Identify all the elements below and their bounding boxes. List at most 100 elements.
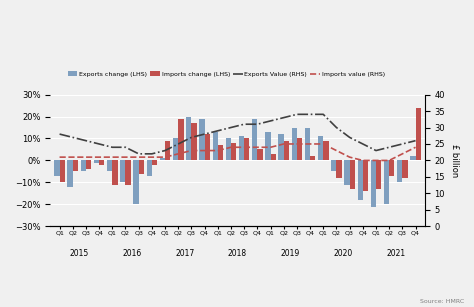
Exports Value (RHS) (215, 129, 220, 133)
Legend: Exports change (LHS), Imports change (LHS), Exports Value (RHS), Imports value (: Exports change (LHS), Imports change (LH… (65, 69, 387, 79)
Bar (284, 141, 289, 161)
Imports value (RHS) (175, 152, 181, 156)
Imports value (RHS) (149, 155, 155, 159)
Bar (318, 136, 323, 161)
Bar (297, 138, 302, 161)
Exports Value (RHS) (123, 146, 128, 149)
Exports Value (RHS) (189, 136, 194, 139)
Bar (133, 161, 139, 204)
Exports Value (RHS) (136, 152, 142, 156)
Imports value (RHS) (70, 155, 76, 159)
Exports Value (RHS) (413, 139, 419, 142)
Bar (226, 138, 231, 161)
Bar (271, 154, 276, 161)
Bar (310, 156, 315, 161)
Bar (139, 161, 144, 173)
Bar (265, 132, 271, 161)
Bar (389, 161, 394, 176)
Bar (252, 119, 257, 161)
Imports value (RHS) (307, 142, 313, 146)
Exports Value (RHS) (347, 136, 353, 139)
Imports value (RHS) (268, 146, 273, 149)
Bar (305, 127, 310, 161)
Exports Value (RHS) (175, 142, 181, 146)
Bar (107, 161, 112, 171)
Imports value (RHS) (202, 149, 208, 152)
Exports Value (RHS) (162, 149, 168, 152)
Bar (257, 150, 263, 161)
Bar (357, 161, 363, 200)
Bar (146, 161, 152, 176)
Text: 2016: 2016 (122, 249, 142, 258)
Bar (55, 161, 60, 176)
Exports Value (RHS) (400, 142, 405, 146)
Bar (112, 161, 118, 185)
Imports value (RHS) (281, 142, 287, 146)
Bar (376, 161, 381, 189)
Exports Value (RHS) (360, 142, 365, 146)
Bar (363, 161, 368, 191)
Imports value (RHS) (241, 146, 247, 149)
Bar (126, 161, 131, 185)
Bar (73, 161, 78, 171)
Imports value (RHS) (320, 142, 326, 146)
Bar (173, 138, 178, 161)
Exports Value (RHS) (57, 132, 63, 136)
Bar (371, 161, 376, 207)
Bar (239, 136, 244, 161)
Bar (218, 145, 223, 161)
Bar (410, 156, 416, 161)
Bar (94, 161, 99, 163)
Bar (244, 138, 249, 161)
Exports Value (RHS) (386, 146, 392, 149)
Imports value (RHS) (109, 155, 115, 159)
Line: Imports value (RHS): Imports value (RHS) (60, 144, 416, 161)
Bar (212, 132, 218, 161)
Imports value (RHS) (413, 146, 419, 149)
Bar (200, 119, 205, 161)
Exports Value (RHS) (202, 132, 208, 136)
Bar (397, 161, 402, 182)
Exports Value (RHS) (268, 119, 273, 123)
Imports value (RHS) (400, 152, 405, 156)
Imports value (RHS) (294, 142, 300, 146)
Imports value (RHS) (334, 149, 339, 152)
Text: 2015: 2015 (70, 249, 89, 258)
Bar (120, 161, 126, 182)
Exports Value (RHS) (96, 142, 102, 146)
Imports value (RHS) (373, 159, 379, 162)
Exports Value (RHS) (320, 112, 326, 116)
Exports Value (RHS) (149, 152, 155, 156)
Imports value (RHS) (228, 146, 234, 149)
Bar (292, 127, 297, 161)
Bar (337, 161, 342, 178)
Exports Value (RHS) (109, 146, 115, 149)
Imports value (RHS) (189, 149, 194, 152)
Imports value (RHS) (162, 155, 168, 159)
Imports value (RHS) (347, 155, 353, 159)
Bar (331, 161, 337, 171)
Bar (205, 134, 210, 161)
Bar (323, 141, 328, 161)
Bar (60, 161, 65, 182)
Imports value (RHS) (96, 155, 102, 159)
Imports value (RHS) (136, 155, 142, 159)
Bar (160, 158, 165, 161)
Bar (165, 141, 170, 161)
Bar (99, 161, 104, 165)
Imports value (RHS) (360, 159, 365, 162)
Text: 2020: 2020 (333, 249, 353, 258)
Bar (231, 143, 236, 161)
Exports Value (RHS) (228, 126, 234, 129)
Exports Value (RHS) (307, 112, 313, 116)
Bar (178, 119, 183, 161)
Bar (344, 161, 350, 185)
Bar (278, 134, 284, 161)
Text: Source: HMRC: Source: HMRC (420, 299, 465, 304)
Imports value (RHS) (123, 155, 128, 159)
Exports Value (RHS) (83, 139, 89, 142)
Bar (350, 161, 355, 189)
Bar (384, 161, 389, 204)
Exports Value (RHS) (334, 126, 339, 129)
Exports Value (RHS) (294, 112, 300, 116)
